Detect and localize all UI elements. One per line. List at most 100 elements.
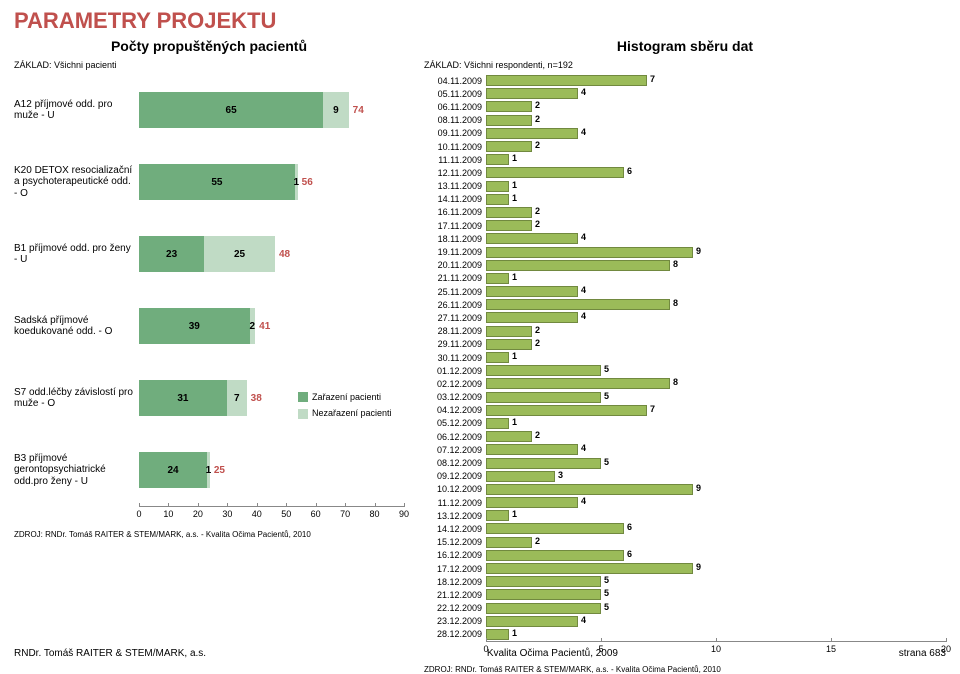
left-chart-title: Počty propuštěných pacientů [14, 38, 404, 54]
hist-date-label: 06.11.2009 [424, 102, 486, 112]
hist-date-label: 10.12.2009 [424, 484, 486, 494]
hist-bar-zone: 5 [486, 458, 946, 469]
x-tick [198, 503, 199, 507]
hbar-label: K20 DETOX resocializační a psychoterapeu… [14, 165, 139, 200]
hist-bar-zone: 4 [486, 286, 946, 297]
legend-label-a: Zařazení pacienti [312, 390, 381, 404]
hist-bar [486, 444, 578, 455]
hist-row: 17.12.20099 [424, 562, 946, 575]
hist-row: 11.12.20094 [424, 496, 946, 509]
hist-row: 14.12.20096 [424, 522, 946, 535]
x-tick [486, 638, 487, 642]
left-chart-source: ZDROJ: RNDr. Tomáš RAITER & STEM/MARK, a… [14, 530, 404, 539]
hbar-segment-a: 23 [139, 236, 204, 272]
hbar-row: A12 příjmové odd. pro muže - U65974 [14, 74, 404, 146]
hist-value: 5 [604, 391, 609, 401]
hist-bar-zone: 4 [486, 616, 946, 627]
legend-swatch-b [298, 409, 308, 419]
hist-bar [486, 181, 509, 192]
hist-value: 3 [558, 470, 563, 480]
hist-bar [486, 233, 578, 244]
hist-row: 07.12.20094 [424, 443, 946, 456]
hbar-segment-a: 65 [139, 92, 323, 128]
hist-date-label: 06.12.2009 [424, 432, 486, 442]
hist-row: 10.12.20099 [424, 483, 946, 496]
hist-row: 13.11.20091 [424, 180, 946, 193]
hist-row: 09.11.2009 4 [424, 127, 946, 140]
footer-right: strana 683 [899, 648, 946, 659]
hbar-label: A12 příjmové odd. pro muže - U [14, 99, 139, 122]
hist-bar-zone: 6 [486, 550, 946, 561]
hist-value: 9 [696, 246, 701, 256]
hbar-segment-b: 7 [227, 380, 247, 416]
hbar-bar: 24125 [139, 452, 404, 488]
hist-bar-zone: 9 [486, 563, 946, 574]
hist-date-label: 18.12.2009 [424, 577, 486, 587]
hist-bar-zone: 2 [486, 326, 946, 337]
hist-row: 18.12.20095 [424, 575, 946, 588]
right-chart-title: Histogram sběru dat [424, 38, 946, 54]
hbar-row: K20 DETOX resocializační a psychoterapeu… [14, 146, 404, 218]
hist-bar [486, 312, 578, 323]
x-tick [345, 503, 346, 507]
hist-date-label: 16.11.2009 [424, 207, 486, 217]
hist-value: 2 [535, 140, 540, 150]
hist-value: 4 [581, 127, 586, 137]
hist-date-label: 08.12.2009 [424, 458, 486, 468]
hist-bar-zone: 4 [486, 444, 946, 455]
hist-value: 2 [535, 338, 540, 348]
hist-value: 1 [512, 153, 517, 163]
hist-bar-zone: 4 [486, 497, 946, 508]
hist-date-label: 09.11.2009 [424, 128, 486, 138]
hbar-segment-b: 9 [323, 92, 349, 128]
left-chart-legend: Zařazení pacienti Nezařazení pacienti [298, 390, 392, 423]
hist-bar-zone: 5 [486, 603, 946, 614]
hist-date-label: 18.11.2009 [424, 234, 486, 244]
x-tick [227, 503, 228, 507]
hist-row: 16.11.20092 [424, 206, 946, 219]
hist-bar [486, 141, 532, 152]
hist-date-label: 28.11.2009 [424, 326, 486, 336]
hist-date-label: 03.12.2009 [424, 392, 486, 402]
hist-row: 21.12.20095 [424, 588, 946, 601]
hist-value: 8 [673, 298, 678, 308]
hist-date-label: 21.12.2009 [424, 590, 486, 600]
hist-bar-zone: 2 [486, 220, 946, 231]
hist-bar [486, 497, 578, 508]
hist-bar-zone: 1 [486, 352, 946, 363]
hist-bar [486, 167, 624, 178]
hist-value: 4 [581, 443, 586, 453]
hist-bar-zone: 1 [486, 510, 946, 521]
hist-date-label: 19.11.2009 [424, 247, 486, 257]
hist-value: 2 [535, 430, 540, 440]
hbar-total: 38 [251, 393, 262, 404]
hist-bar [486, 629, 509, 640]
hist-value: 5 [604, 602, 609, 612]
hist-row: 05.11.20094 [424, 87, 946, 100]
hist-value: 6 [627, 549, 632, 559]
hbar-bar: 55156 [139, 164, 404, 200]
hist-row: 03.12.2009 5 [424, 391, 946, 404]
hist-bar-zone: 3 [486, 471, 946, 482]
hist-bar [486, 484, 693, 495]
hist-value: 1 [512, 180, 517, 190]
hist-bar [486, 207, 532, 218]
hist-bar [486, 603, 601, 614]
right-chart-base: ZÁKLAD: Všichni respondenti, n=192 [424, 60, 946, 70]
hist-date-label: 21.11.2009 [424, 273, 486, 283]
hist-row: 15.12.20092 [424, 536, 946, 549]
hist-bar [486, 616, 578, 627]
hist-bar-zone: 7 [486, 75, 946, 86]
hist-value: 5 [604, 364, 609, 374]
hist-date-label: 16.12.2009 [424, 550, 486, 560]
hist-bar [486, 576, 601, 587]
hist-bar-zone: 8 [486, 299, 946, 310]
hist-bar [486, 365, 601, 376]
hbar-segment-b: 25 [204, 236, 275, 272]
hist-value: 4 [581, 285, 586, 295]
hist-bar-zone: 5 [486, 576, 946, 587]
hist-date-label: 04.12.2009 [424, 405, 486, 415]
hist-row: 22.12.20095 [424, 602, 946, 615]
hist-row: 21.11.20091 [424, 272, 946, 285]
hist-date-label: 05.12.2009 [424, 418, 486, 428]
